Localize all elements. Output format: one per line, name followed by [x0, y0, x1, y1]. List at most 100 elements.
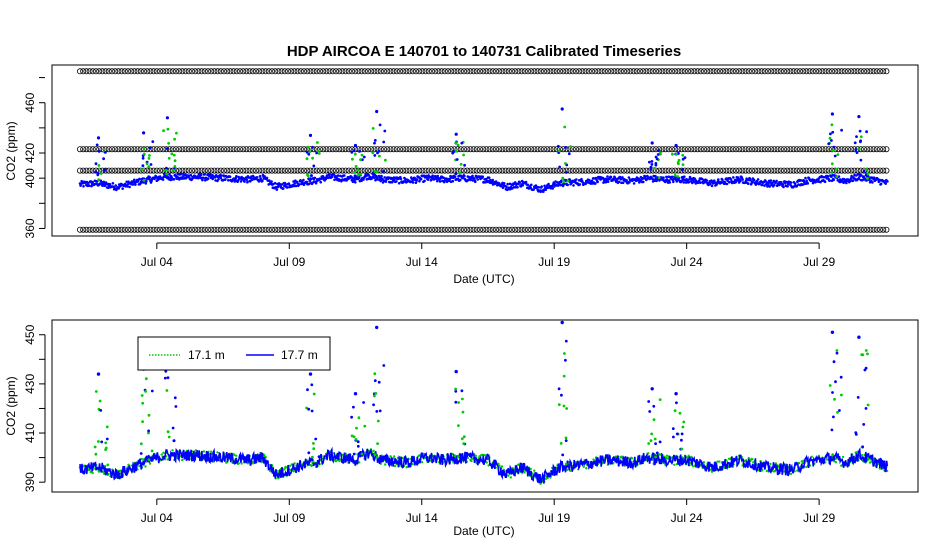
calibration-point — [262, 68, 269, 75]
calibration-point — [675, 146, 682, 153]
calibration-point — [249, 167, 256, 174]
co2-spike-point — [150, 449, 154, 453]
calibration-point — [781, 167, 788, 174]
calibration-point — [432, 167, 439, 174]
calibration-point — [125, 226, 132, 233]
calibration-point — [755, 167, 762, 174]
calibration-point — [803, 146, 810, 153]
calibration-point — [662, 146, 669, 153]
calibration-point — [502, 146, 509, 153]
co2-point-17-7m — [138, 177, 141, 181]
calibration-point — [265, 68, 272, 75]
co2-point-17-1m — [801, 461, 804, 465]
co2-spike-point — [658, 453, 662, 456]
calibration-point — [691, 226, 698, 233]
calibration-point — [438, 146, 445, 153]
calibration-point — [342, 167, 349, 174]
co2-point-17-1m — [181, 458, 184, 462]
calibration-point — [464, 226, 471, 233]
co2-point-17-7m — [227, 179, 230, 182]
co2-point-17-7m — [243, 180, 246, 183]
calibration-point — [512, 226, 519, 233]
calibration-point — [627, 226, 634, 233]
series-line-17-7m — [79, 446, 889, 484]
calibration-point — [294, 226, 301, 233]
calibration-point — [768, 226, 775, 233]
calibration-point — [733, 146, 740, 153]
calibration-point — [633, 226, 640, 233]
co2-spike-point — [840, 128, 843, 132]
co2-point-17-7m — [453, 175, 457, 179]
calibration-point — [499, 226, 506, 233]
co2-spike-point — [148, 146, 152, 150]
co2-spike-point — [829, 132, 832, 136]
calibration-point — [278, 68, 285, 75]
calibration-point — [182, 167, 189, 174]
calibration-point — [765, 226, 772, 233]
co2-point-17-7m — [224, 178, 227, 181]
co2-point-17-7m — [287, 182, 291, 185]
co2-spike-point — [94, 452, 98, 456]
co2-point-17-1m — [533, 469, 536, 472]
calibration-point — [240, 226, 247, 233]
calibration-point — [483, 68, 490, 75]
co2-point-17-7m — [219, 176, 223, 180]
calibration-point — [268, 146, 275, 153]
calibration-point — [790, 68, 797, 75]
co2-spike-point — [680, 438, 683, 442]
calibration-point — [438, 68, 445, 75]
co2-point-17-1m — [673, 463, 676, 466]
calibration-point — [233, 68, 240, 75]
panel-top-x-axis: Jul 04 Jul 09 Jul 14 Jul 19 Jul 24 Jul 29 — [141, 242, 835, 269]
co2-point-17-1m — [393, 455, 396, 458]
co2-point-17-7m — [795, 184, 799, 188]
calibration-point — [521, 167, 528, 174]
co2-spike-point — [165, 389, 169, 392]
co2-point-17-7m — [837, 175, 841, 178]
co2-point-17-7m — [481, 175, 485, 178]
co2-spike-point — [377, 380, 381, 384]
co2-spike-point — [142, 152, 146, 156]
calibration-point — [544, 68, 551, 75]
calibration-point — [128, 167, 135, 174]
co2-point-17-7m — [328, 172, 331, 176]
co2-point-17-7m — [687, 180, 691, 184]
co2-point-17-7m — [332, 173, 336, 176]
calibration-point — [534, 68, 541, 75]
co2-point-17-1m — [478, 455, 481, 458]
calibration-point — [870, 68, 877, 75]
calibration-point — [284, 146, 291, 153]
calibration-point — [499, 146, 506, 153]
calibration-point — [460, 68, 467, 75]
calibration-point — [147, 167, 154, 174]
calibration-point — [867, 167, 874, 174]
calibration-point — [742, 146, 749, 153]
calibration-point — [214, 226, 221, 233]
co2-spike-point — [860, 353, 864, 357]
co2-point-17-7m — [168, 173, 171, 176]
calibration-point — [454, 167, 461, 174]
calibration-point — [614, 226, 621, 233]
co2-spike-point — [653, 437, 657, 441]
calibration-point — [172, 146, 179, 153]
co2-spike-point — [861, 445, 864, 449]
co2-point-17-7m — [199, 173, 203, 176]
calibration-point — [412, 167, 419, 174]
co2-spike-peak — [308, 133, 313, 137]
calibration-point — [566, 68, 573, 75]
co2-point-17-7m — [513, 181, 517, 184]
co2-spike-point — [564, 358, 567, 362]
co2-point-17-1m — [702, 461, 706, 464]
co2-spike-point — [835, 349, 839, 352]
co2-spike-peak — [454, 369, 458, 374]
calibration-point — [621, 167, 628, 174]
co2-point-17-1m — [237, 462, 241, 465]
calibration-point — [166, 226, 173, 233]
co2-spike-point — [167, 435, 171, 439]
calibration-point — [547, 68, 554, 75]
calibration-point — [589, 226, 596, 233]
co2-spike-point — [173, 137, 177, 141]
calibration-point — [669, 167, 676, 174]
calibration-point — [685, 167, 692, 174]
calibration-point — [361, 226, 368, 233]
